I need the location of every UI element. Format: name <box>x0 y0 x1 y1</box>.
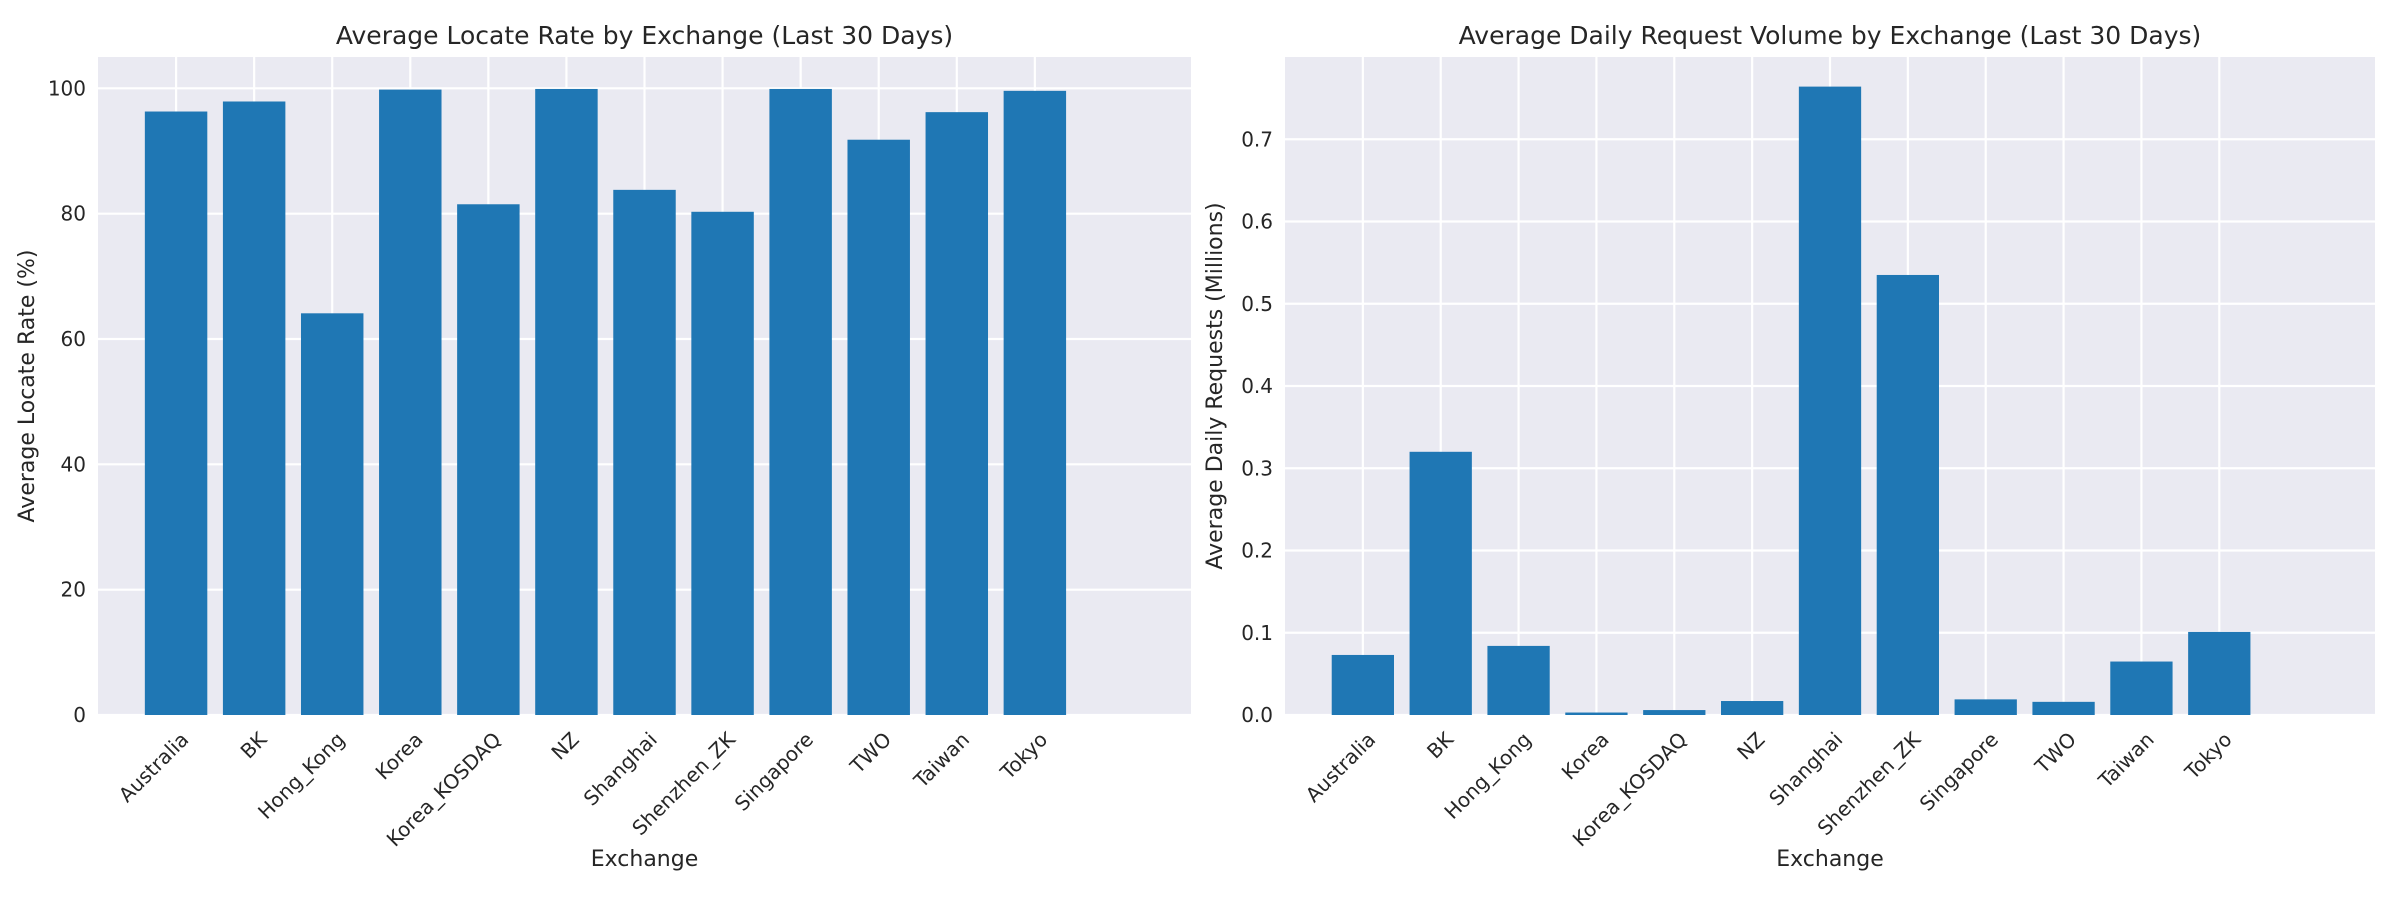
bar-Korea_KOSDAQ <box>457 204 520 715</box>
bar-Singapore <box>769 88 832 715</box>
xtick-label-TWO: TWO <box>845 727 896 778</box>
bar-Tokyo <box>1003 90 1067 716</box>
bar-NZ <box>535 88 598 715</box>
y-axis-label: Average Locate Rate (%) <box>15 250 40 523</box>
ytick-label: 40 <box>61 452 86 476</box>
bar-Shanghai <box>1798 86 1862 716</box>
xtick-label-Singapore: Singapore <box>1915 727 2003 815</box>
ytick-label: 0 <box>73 703 86 727</box>
bar-TWO <box>847 139 910 716</box>
ytick-label: 60 <box>61 327 86 351</box>
xtick-label-Korea: Korea <box>1557 727 1614 784</box>
x-axis-label: Exchange <box>1776 847 1884 872</box>
bar-Korea <box>379 89 442 715</box>
xtick-label-Australia: Australia <box>114 727 194 807</box>
ytick-label: 0.6 <box>1241 210 1273 234</box>
bar-Tokyo <box>2188 631 2251 715</box>
chart-title: Average Locate Rate by Exchange (Last 30… <box>336 21 953 50</box>
ytick-label: 20 <box>61 578 86 602</box>
xtick-label-Singapore: Singapore <box>730 727 818 815</box>
bar-Taiwan <box>925 112 989 715</box>
ytick-label: 0.2 <box>1241 539 1273 563</box>
bar-Shenzhen_ZK <box>691 211 754 715</box>
xtick-label-Australia: Australia <box>1301 727 1381 807</box>
chart-title: Average Daily Request Volume by Exchange… <box>1459 21 2202 50</box>
bar-BK <box>1409 451 1472 715</box>
xtick-label-Taiwan: Taiwan <box>908 727 974 793</box>
bar-Korea <box>1565 712 1628 715</box>
ytick-label: 0.3 <box>1241 456 1273 480</box>
bar-BK <box>222 101 286 715</box>
xtick-label-NZ: NZ <box>546 727 583 764</box>
xtick-label-BK: BK <box>1422 727 1459 764</box>
ytick-label: 0.1 <box>1241 621 1273 645</box>
bar-Australia <box>144 111 208 715</box>
ytick-label: 0.5 <box>1241 292 1273 316</box>
y-axis-label: Average Daily Requests (Millions) <box>1203 202 1228 569</box>
xtick-label-TWO: TWO <box>2029 727 2080 778</box>
ytick-label: 0.0 <box>1241 703 1273 727</box>
xtick-label-Shanghai: Shanghai <box>579 727 662 810</box>
bar-Singapore <box>1954 699 2017 715</box>
xtick-label-Shanghai: Shanghai <box>1764 727 1847 810</box>
bar-Shenzhen_ZK <box>1876 274 1939 715</box>
xtick-label-Tokyo: Tokyo <box>2179 727 2236 784</box>
bar-Australia <box>1331 654 1394 715</box>
bar-Korea_KOSDAQ <box>1643 710 1706 715</box>
x-axis-label: Exchange <box>591 847 699 872</box>
ytick-label: 80 <box>61 202 86 226</box>
ytick-label: 0.7 <box>1241 127 1273 151</box>
xtick-label-BK: BK <box>236 727 273 764</box>
bar-NZ <box>1721 701 1784 715</box>
ytick-label: 0.4 <box>1241 374 1273 398</box>
bar-Hong_Kong <box>300 313 364 715</box>
bar-TWO <box>2032 701 2095 715</box>
xtick-label-Tokyo: Tokyo <box>995 727 1052 784</box>
bar-Shanghai <box>613 189 676 715</box>
ytick-label: 100 <box>48 76 86 100</box>
bar-Hong_Kong <box>1487 645 1550 715</box>
xtick-label-NZ: NZ <box>1732 727 1769 764</box>
bar-Taiwan <box>2110 661 2173 715</box>
xtick-label-Taiwan: Taiwan <box>2093 727 2159 793</box>
xtick-label-Korea: Korea <box>371 727 428 784</box>
